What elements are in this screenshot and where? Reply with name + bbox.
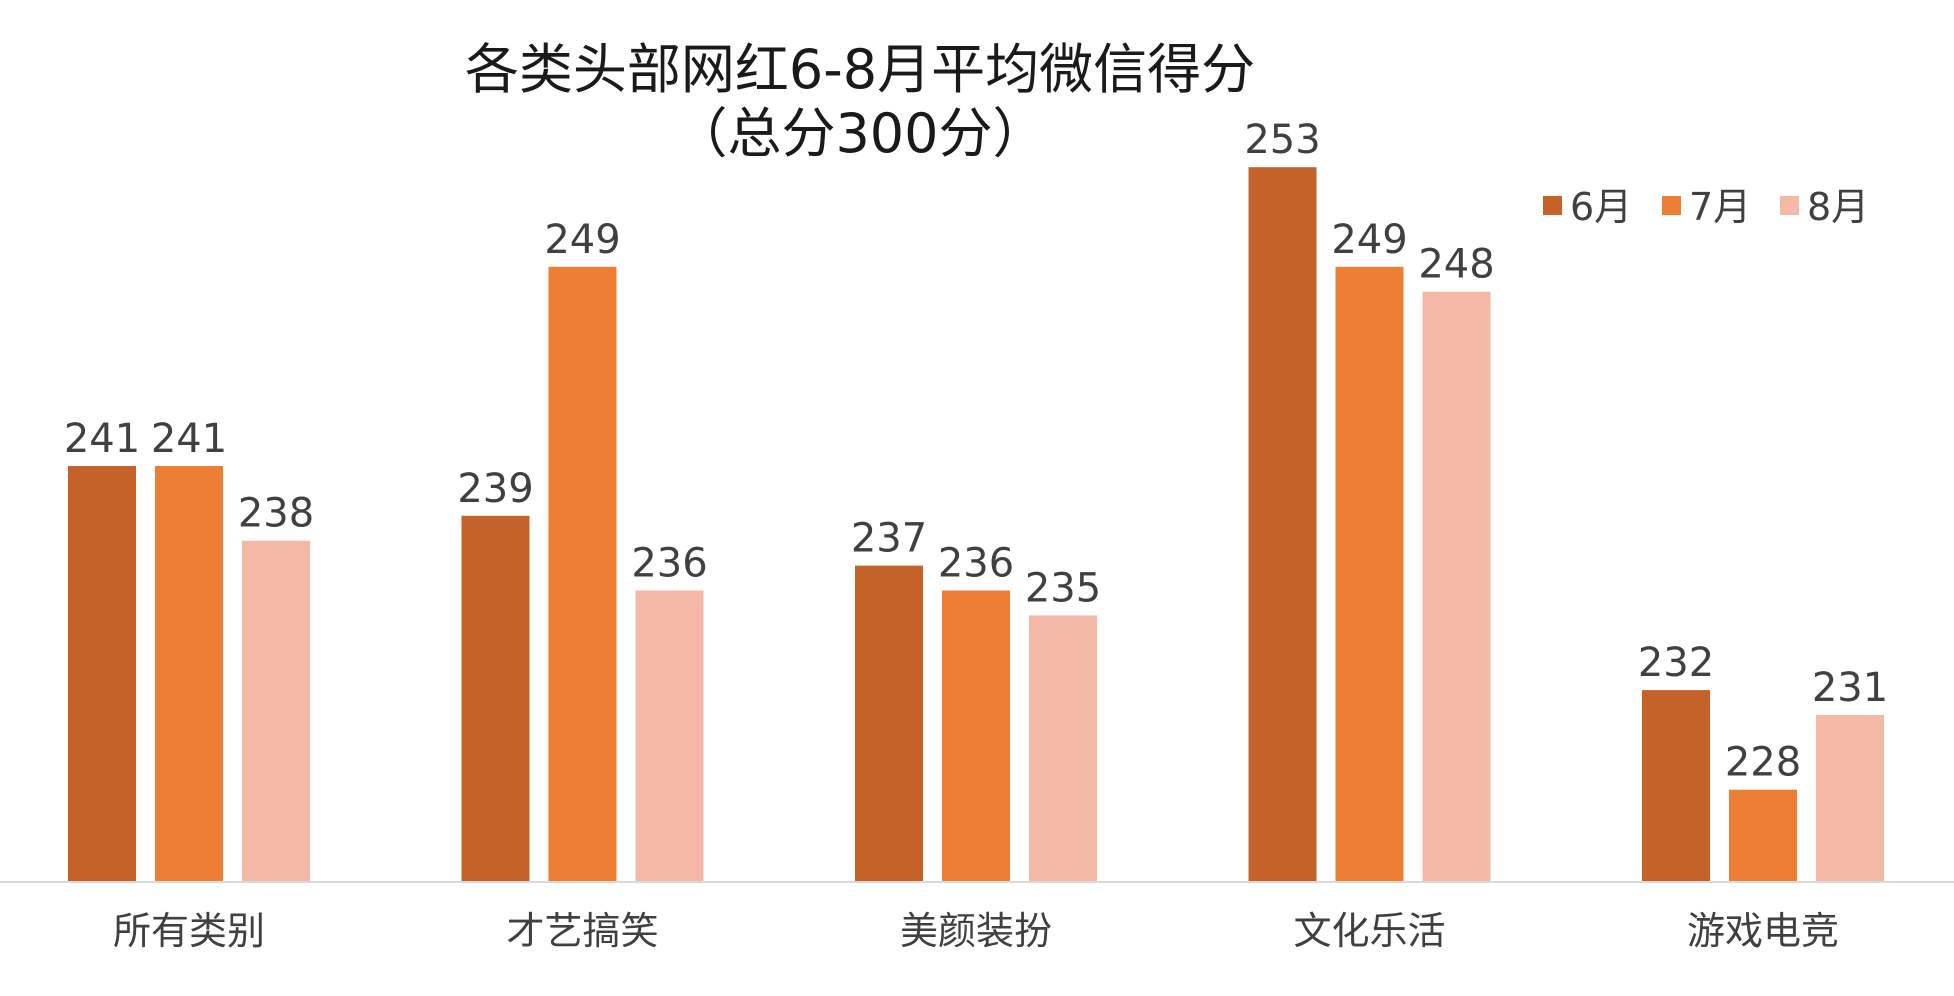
bar-1-series-2 (155, 466, 223, 882)
data-label-4-series-3: 248 (1418, 242, 1494, 288)
category-label-5: 游戏电竞 (1687, 909, 1839, 953)
bar-5-series-2 (1729, 789, 1797, 882)
legend-label-1: 6月 (1570, 185, 1632, 229)
data-label-5-series-3: 231 (1812, 665, 1888, 711)
data-label-2-series-3: 236 (631, 541, 707, 587)
data-label-1-series-1: 241 (64, 416, 140, 462)
bar-5-series-1 (1642, 690, 1710, 882)
legend-swatch-2 (1662, 196, 1681, 215)
legend-swatch-3 (1780, 196, 1799, 215)
bar-4-series-1 (1248, 167, 1317, 882)
bar-4-series-3 (1422, 291, 1491, 882)
category-label-4: 文化乐活 (1293, 909, 1445, 953)
legend: 6月 7月 8月 (1543, 185, 1869, 229)
data-label-4-series-1: 253 (1244, 117, 1320, 163)
data-label-5-series-2: 228 (1725, 740, 1801, 786)
data-label-3-series-3: 235 (1025, 565, 1101, 611)
bar-3-series-2 (942, 590, 1010, 882)
bar-1-series-1 (68, 466, 136, 882)
category-label-2: 才艺搞笑 (506, 909, 658, 953)
bar-2-series-1 (461, 515, 530, 882)
chart-subtitle: （总分300分） (673, 102, 1046, 165)
legend-label-2: 7月 (1689, 185, 1751, 229)
data-label-3-series-1: 237 (851, 516, 927, 562)
bar-3-series-1 (855, 565, 923, 882)
data-label-2-series-1: 239 (457, 466, 533, 512)
chart-title: 各类头部网红6-8月平均微信得分 (465, 38, 1255, 101)
data-label-1-series-3: 238 (238, 491, 314, 537)
bar-2-series-2 (548, 266, 617, 882)
legend-swatch-1 (1543, 196, 1562, 215)
bar-4-series-2 (1335, 266, 1404, 882)
data-label-1-series-2: 241 (151, 416, 227, 462)
bar-1-series-3 (242, 540, 310, 882)
data-label-2-series-2: 249 (544, 217, 620, 263)
bar-3-series-3 (1029, 615, 1097, 882)
data-label-4-series-2: 249 (1331, 217, 1407, 263)
bars-group (68, 167, 1884, 882)
bar-5-series-3 (1816, 715, 1884, 882)
data-label-3-series-2: 236 (938, 541, 1014, 587)
legend-label-3: 8月 (1807, 185, 1869, 229)
bar-2-series-3 (635, 590, 704, 882)
data-label-5-series-1: 232 (1638, 640, 1714, 686)
category-label-3: 美颜装扮 (900, 909, 1052, 953)
category-labels-group: 所有类别 才艺搞笑 美颜装扮 文化乐活 游戏电竞 (113, 909, 1839, 953)
value-labels-group: 241 2412382392492362372362352532492482322… (64, 117, 1888, 786)
category-label-1: 所有类别 (113, 909, 265, 953)
